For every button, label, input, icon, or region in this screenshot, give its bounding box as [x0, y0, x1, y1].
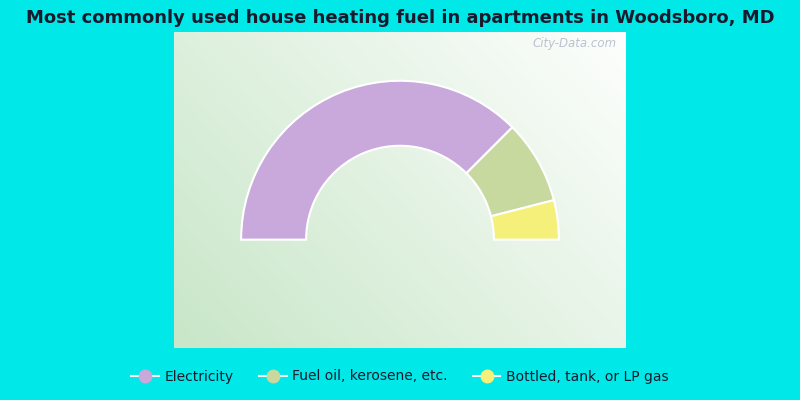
Wedge shape [241, 81, 512, 240]
Wedge shape [466, 127, 554, 216]
Legend: Electricity, Fuel oil, kerosene, etc., Bottled, tank, or LP gas: Electricity, Fuel oil, kerosene, etc., B… [126, 364, 674, 389]
Text: City-Data.com: City-Data.com [533, 38, 617, 50]
Text: Most commonly used house heating fuel in apartments in Woodsboro, MD: Most commonly used house heating fuel in… [26, 9, 774, 27]
Wedge shape [491, 200, 559, 240]
